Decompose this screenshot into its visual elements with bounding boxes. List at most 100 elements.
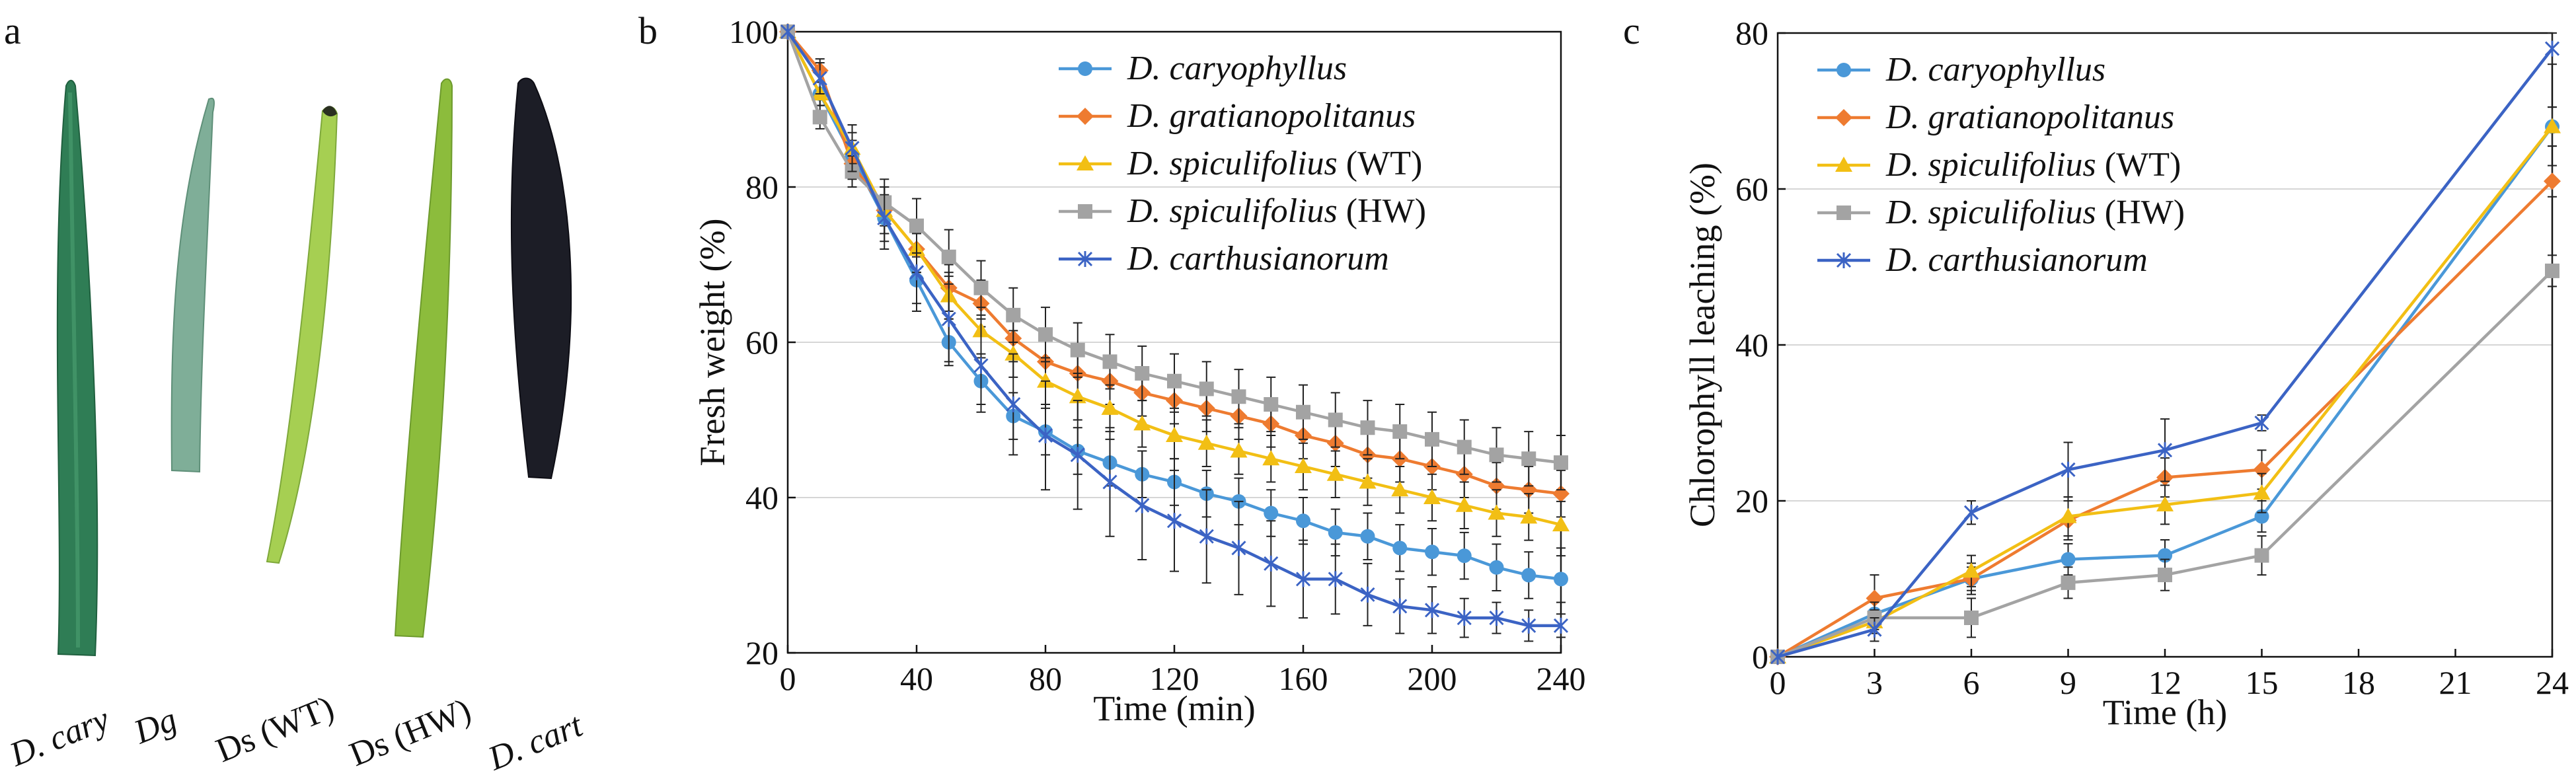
legend-label: D. caryophyllus [1127, 50, 1347, 87]
data-point [1423, 489, 1441, 504]
data-point [1070, 342, 1085, 357]
y-tick-label: 40 [1735, 326, 1768, 363]
legend: D. caryophyllus D. gratianopolitanus D. sp… [1059, 50, 1426, 278]
data-point [1425, 544, 1439, 560]
data-point [1770, 649, 1786, 665]
data-point [2254, 415, 2269, 431]
data-point [1391, 481, 1409, 497]
data-point [1295, 458, 1312, 473]
data-point [1166, 427, 1183, 442]
legend-marker [1835, 157, 1852, 172]
data-point [2254, 548, 2269, 563]
legend-label: D. spiculifolius (HW) [1127, 192, 1426, 230]
legend-species: D. gratianopolitanus [1127, 97, 1416, 135]
legend-label: D. gratianopolitanus [1127, 97, 1416, 135]
y-axis-label: Chlorophyll leaching (%) [1683, 163, 1722, 527]
data-point [1038, 327, 1053, 342]
data-point [1554, 572, 1568, 587]
data-point [1392, 598, 1408, 615]
data-point [1326, 465, 1344, 481]
y-tick-label: 100 [729, 13, 778, 50]
data-point [2545, 263, 2559, 278]
legend-species: D. caryophyllus [1127, 50, 1347, 87]
x-tick-label: 80 [1029, 660, 1062, 697]
panel-label-a: a [4, 9, 21, 52]
x-tick-label: 24 [2536, 664, 2569, 701]
data-point [1006, 307, 1021, 322]
data-point [1554, 455, 1568, 470]
legend-marker [1077, 155, 1094, 170]
x-tick-label: 18 [2342, 664, 2375, 701]
data-point [2059, 507, 2077, 523]
leaf-label-ds-hw: Ds (HW) [344, 691, 476, 774]
y-axis-label: Fresh weight (%) [693, 219, 732, 466]
legend-species: D. spiculifolius [1885, 194, 2096, 231]
panel-c: c 0 3 6 9 12 15 18 21 24 0 20 40 60 80 Time (h) Chlorop… [1623, 9, 2569, 732]
legend-label: D. spiculifolius (WT) [1127, 145, 1422, 182]
data-point [1102, 354, 1118, 369]
data-point [1963, 504, 1979, 521]
data-point [1199, 528, 1214, 544]
legend-entry-d-gratianopolitanus: D. gratianopolitanus [1059, 97, 1416, 135]
leaf-ds-hw [394, 78, 453, 638]
data-point [2061, 461, 2076, 478]
data-point [1230, 442, 1248, 458]
data-point [1521, 568, 1536, 583]
data-point [1457, 610, 1472, 626]
legend-entry-d-spiculifolius-wt: D. spiculifolius (WT) [1817, 146, 2181, 184]
legend-species: D. spiculifolius [1127, 192, 1338, 230]
x-tick-label: 15 [2246, 664, 2279, 701]
x-tick-label: 160 [1279, 660, 1328, 697]
data-point [1006, 396, 1021, 412]
data-point [1166, 513, 1182, 529]
data-point [1392, 424, 1408, 439]
legend-suffix: (WT) [2096, 146, 2181, 184]
data-point [1102, 474, 1118, 490]
x-tick-label: 40 [900, 660, 933, 697]
data-point [909, 264, 925, 281]
data-point [1552, 516, 1570, 532]
y-tick-label: 80 [1735, 15, 1768, 52]
leaf-dg [170, 97, 215, 473]
x-tick-label: 3 [1866, 664, 1883, 701]
legend-species: D. spiculifolius [1885, 146, 2096, 184]
legend-entry-d-gratianopolitanus: D. gratianopolitanus [1817, 98, 2174, 136]
data-point [1264, 397, 1279, 412]
data-point [1489, 560, 1504, 575]
series-d-carthusianorum [780, 24, 1569, 642]
data-point [1360, 420, 1375, 435]
data-point [1521, 617, 1536, 634]
legend-label: D. spiculifolius (HW) [1885, 194, 2185, 231]
legend-species: D. spiculifolius [1127, 145, 1338, 182]
x-tick-label: 12 [2148, 664, 2181, 701]
legend-marker [1835, 109, 1852, 126]
legend-species: D. caryophyllus [1885, 51, 2105, 89]
y-tick-label: 60 [1735, 170, 1768, 207]
legend-label: D. carthusianorum [1885, 241, 2148, 279]
data-point [812, 110, 827, 125]
data-point [1264, 555, 1279, 572]
data-point [1197, 434, 1215, 450]
legend-entry-d-spiculifolius-wt: D. spiculifolius (WT) [1059, 145, 1422, 182]
data-point [2061, 575, 2076, 590]
data-point [845, 140, 860, 157]
data-point [1392, 541, 1408, 556]
x-axis-label: Time (h) [2103, 692, 2228, 732]
legend-entry-d-caryophyllus: D. caryophyllus [1817, 51, 2105, 89]
leaf-d-cary-vein [68, 92, 80, 648]
data-point [1133, 415, 1151, 431]
chart-fresh-weight: 0 40 80 120 160 200 240 20 40 60 80 100 Time (min) Fr… [693, 13, 1586, 728]
series-d-spiculifolius-hw [780, 24, 1568, 491]
data-point [1359, 473, 1377, 489]
legend-entry-d-spiculifolius-hw: D. spiculifolius (HW) [1817, 194, 2185, 231]
data-point [1038, 428, 1053, 443]
series-d-carthusianorum [1770, 32, 2560, 665]
x-tick-label: 9 [2060, 664, 2076, 701]
x-tick-label: 6 [1963, 664, 1980, 701]
data-point [1296, 513, 1310, 529]
data-point [1457, 439, 1472, 455]
data-point [1455, 496, 1473, 512]
y-tick-label: 60 [745, 324, 778, 361]
leaf-label-dg: Dg [128, 700, 182, 751]
